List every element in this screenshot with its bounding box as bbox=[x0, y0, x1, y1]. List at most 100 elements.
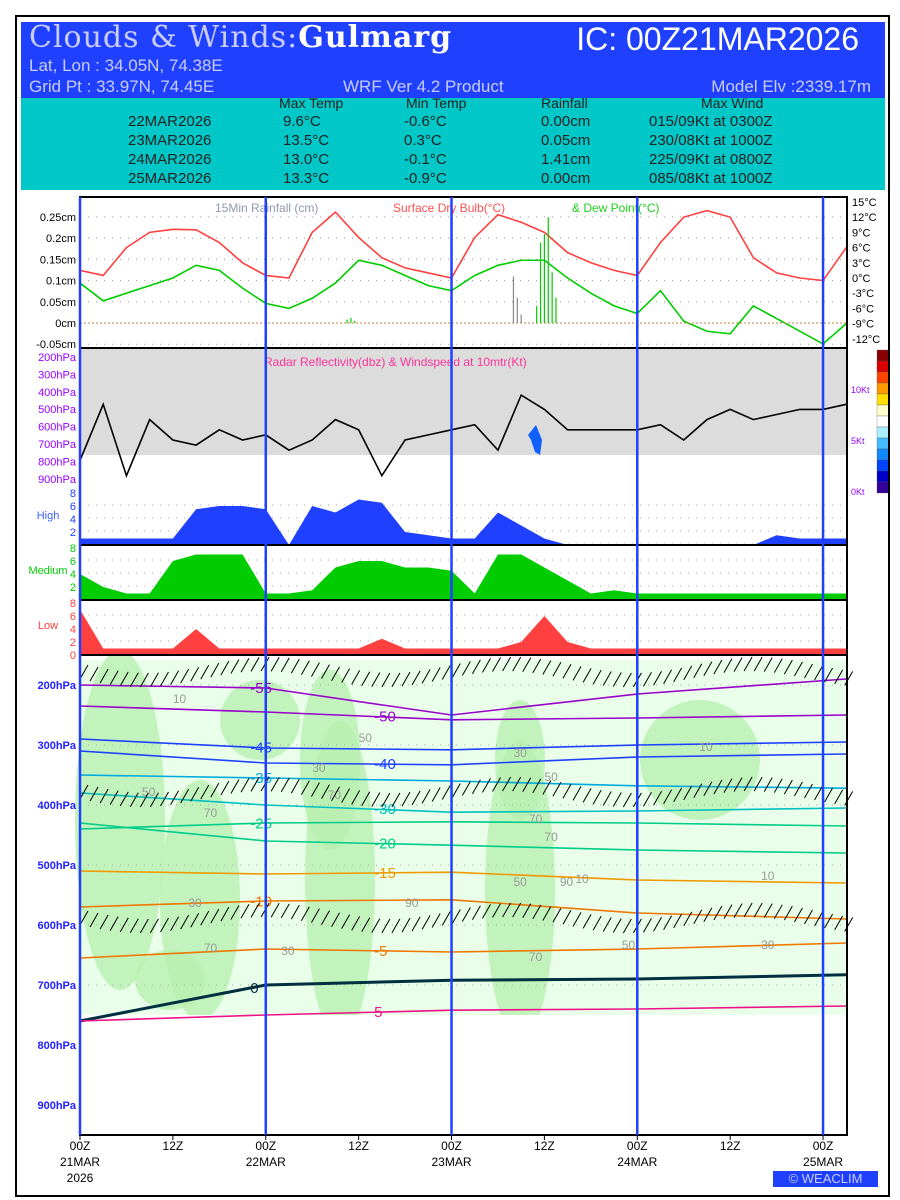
x-tick-label: 12Z bbox=[534, 1139, 555, 1153]
radar-pressure-tick: 300hPa bbox=[38, 369, 77, 381]
wind-barb bbox=[461, 661, 471, 676]
wind-barb bbox=[300, 906, 310, 921]
wind-barb bbox=[149, 918, 159, 934]
cloud-tick: 8 bbox=[70, 488, 76, 500]
wind-barb bbox=[250, 903, 260, 918]
wind-barb bbox=[532, 778, 542, 794]
wind-barb bbox=[512, 776, 522, 792]
wind-barb bbox=[723, 778, 733, 793]
daily-summary-table: Max Temp Min Temp Rainfall Max Wind 22MA… bbox=[21, 95, 885, 190]
wind-barb bbox=[552, 662, 562, 677]
wind-barb bbox=[391, 672, 401, 688]
wind-barb bbox=[592, 915, 602, 931]
x-tick-label: 12Z bbox=[720, 1139, 741, 1153]
cloud-tick: 4 bbox=[70, 624, 76, 636]
wind-barb bbox=[129, 672, 139, 687]
temp-tick: -6°C bbox=[852, 303, 874, 315]
wind-barb bbox=[683, 785, 693, 801]
wind-barb bbox=[89, 912, 99, 928]
cloud-tick: 8 bbox=[70, 543, 76, 555]
colorbar-cell bbox=[876, 459, 890, 472]
temp-tick: -12°C bbox=[852, 334, 880, 346]
wind-barb bbox=[773, 778, 783, 793]
wind-barb bbox=[321, 784, 330, 799]
wind-barb bbox=[331, 786, 340, 801]
dew-point-line bbox=[79, 259, 847, 345]
wind-barb bbox=[180, 914, 190, 930]
wind-barb bbox=[713, 659, 723, 675]
wind-barb bbox=[783, 659, 793, 675]
summary-max: 13.0°C bbox=[283, 151, 330, 168]
pressure-tick: 800hPa bbox=[37, 1040, 76, 1052]
wind-barb bbox=[431, 787, 441, 802]
colorbar-cell bbox=[876, 349, 890, 362]
wind-barb bbox=[733, 657, 743, 672]
isotherm-label: -45 bbox=[250, 739, 272, 756]
radar-pressure-tick: 700hPa bbox=[38, 439, 77, 451]
wind-barb bbox=[743, 902, 753, 918]
rh-shading bbox=[220, 680, 300, 760]
wind-barb bbox=[612, 918, 622, 933]
cloud-high-label: High bbox=[37, 510, 60, 522]
pressure-tick: 400hPa bbox=[37, 800, 76, 812]
wind-barb bbox=[200, 664, 210, 680]
wind-barb bbox=[512, 656, 522, 672]
summary-wind: 230/08Kt at 1000Z bbox=[649, 132, 773, 149]
wind-barb bbox=[220, 660, 230, 676]
wind-barb bbox=[411, 790, 421, 806]
radar-pressure-tick: 400hPa bbox=[38, 387, 77, 399]
wind-barb bbox=[592, 789, 602, 805]
wind-barb bbox=[673, 787, 683, 803]
wind-barb bbox=[471, 905, 481, 921]
temp-tick: 3°C bbox=[852, 258, 871, 270]
wind-barb bbox=[139, 672, 149, 688]
wind-barb bbox=[824, 667, 834, 683]
wind-barb bbox=[542, 780, 552, 795]
rh-shading bbox=[135, 950, 205, 1010]
x-date-label: 21MAR bbox=[60, 1155, 100, 1169]
cloud-tick: 2 bbox=[70, 637, 76, 649]
cloud-tick: 8 bbox=[70, 598, 76, 610]
colorbar-cell bbox=[876, 371, 890, 384]
wind-barb bbox=[290, 778, 300, 794]
pressure-tick: 300hPa bbox=[37, 740, 76, 752]
rain-tick: 0.1cm bbox=[46, 276, 76, 288]
wind-barb bbox=[773, 904, 783, 919]
wind-barb bbox=[381, 918, 391, 934]
wind-barb bbox=[814, 665, 823, 681]
wind-barb bbox=[401, 791, 411, 807]
col-min-temp: Min Temp bbox=[406, 95, 467, 111]
wind-barb bbox=[451, 909, 461, 924]
wind-barb bbox=[310, 662, 320, 677]
radar-echo bbox=[528, 425, 542, 455]
wind-barb bbox=[723, 904, 733, 919]
rain-tick: 0cm bbox=[55, 318, 76, 330]
temp-tick: -3°C bbox=[852, 288, 874, 300]
summary-date: 22MAR2026 bbox=[128, 113, 212, 130]
wind-barb bbox=[160, 791, 169, 807]
wind-barb bbox=[582, 668, 592, 683]
wind-barb bbox=[79, 664, 89, 680]
wind-barb bbox=[451, 783, 461, 798]
pressure-tick: 200hPa bbox=[37, 680, 76, 692]
x-tick-label: 00Z bbox=[813, 1139, 834, 1153]
x-tick-label: 00Z bbox=[255, 1139, 276, 1153]
wind-barb bbox=[401, 671, 411, 687]
wind-barb bbox=[220, 906, 230, 922]
outer-border bbox=[15, 15, 890, 1197]
rh-label: 30 bbox=[312, 761, 326, 775]
summary-max: 13.3°C bbox=[283, 170, 330, 187]
wind-barb bbox=[129, 792, 139, 807]
wind-barb bbox=[622, 792, 632, 808]
pressure-tick: 700hPa bbox=[37, 980, 76, 992]
wind-barb bbox=[673, 667, 683, 683]
wind-barb bbox=[773, 658, 783, 673]
wind-barb bbox=[703, 661, 713, 677]
wind-tick: 5Kt bbox=[851, 436, 865, 446]
below-ground bbox=[80, 1015, 847, 1135]
temp-tick: -9°C bbox=[852, 319, 874, 331]
rh-label: 50 bbox=[544, 770, 558, 784]
wind-barb bbox=[612, 792, 622, 807]
wind-barb bbox=[834, 915, 844, 931]
